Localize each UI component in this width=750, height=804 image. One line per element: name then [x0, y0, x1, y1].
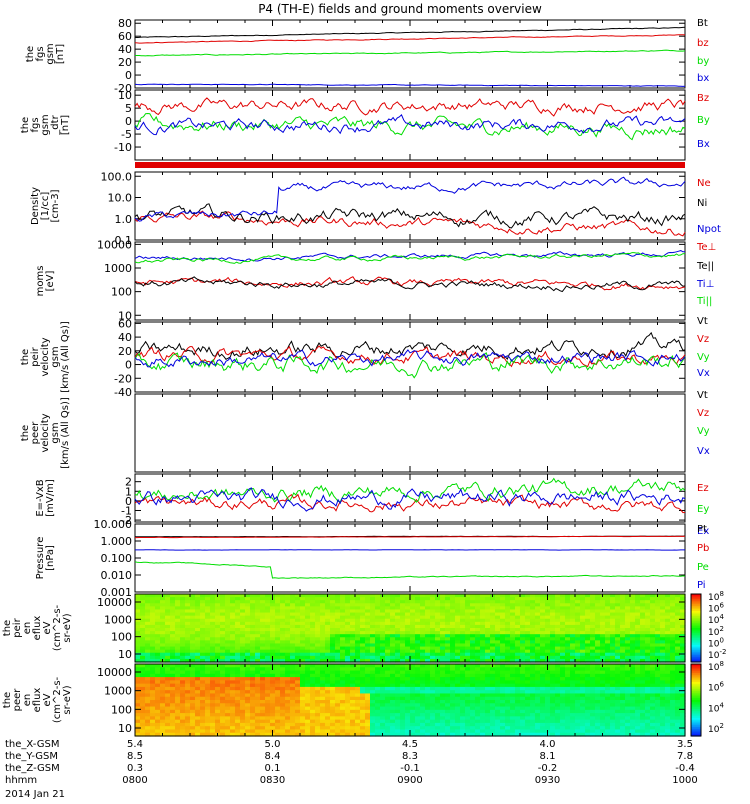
legend-label: Bx — [697, 139, 710, 150]
y-axis-label: thefgsgsm[nT] — [25, 43, 66, 64]
legend-label: Vt — [697, 390, 708, 401]
y-tick-label: -40 — [114, 386, 132, 399]
legend-label: Pt — [697, 524, 707, 535]
series-line-bz — [135, 98, 685, 116]
y-tick-label: 40 — [118, 331, 132, 344]
panel-9: 10810610410210010-210000100010010thepeir… — [2, 590, 726, 663]
legend-label: Vx — [697, 446, 710, 457]
y-tick-label: -20 — [114, 372, 132, 385]
legend-label: Vx — [697, 368, 710, 379]
panel-6: thepeervelocitygsm[km/s (All Qs)] Vt Vz Vy V… — [20, 390, 710, 472]
legend-label: Pb — [697, 543, 709, 554]
series-line-vt — [135, 333, 685, 360]
legend-label: Ni — [697, 198, 707, 209]
legend-label: Pe — [697, 562, 709, 573]
panel-8: 10.0001.0000.1000.0100.001Pressure[nPa]P… — [35, 518, 709, 599]
y-tick-label: 0.100 — [101, 552, 133, 565]
legend-label: Vt — [697, 316, 708, 327]
y-tick-label: 80 — [118, 17, 132, 30]
series-line-te — [135, 277, 685, 290]
legend-label: Vy — [697, 352, 710, 363]
y-tick-label: 60 — [118, 317, 132, 330]
series-line-ex — [135, 488, 685, 511]
y-tick-label: 100 — [111, 631, 132, 644]
y-tick-label: 40 — [118, 43, 132, 56]
y-tick-label: 100.0 — [101, 170, 133, 183]
legend-label: Vy — [697, 426, 710, 437]
legend-label: Bz — [697, 93, 709, 104]
y-tick-label: 1000 — [104, 262, 132, 275]
y-axis-label: thepeirvelocitygsm[km/s (All Qs)] — [20, 321, 71, 393]
legend-label: by — [697, 56, 709, 67]
y-tick-label: 100 — [111, 286, 132, 299]
y-tick-label: 10.000 — [94, 518, 133, 531]
legend-label: Ne — [697, 178, 711, 189]
legend-label: By — [697, 115, 710, 126]
series-line-bx — [135, 115, 685, 135]
legend-label: Te|| — [696, 261, 714, 272]
y-axis-label: Density[1/cc][cm-3] — [30, 187, 61, 225]
panel-frame — [135, 20, 685, 88]
panel-3: 100.010.01.00.1Density[1/cc][cm-3]NeNiNp… — [30, 170, 721, 247]
panel-frame — [135, 172, 685, 240]
y-tick-label: 10000 — [97, 596, 132, 609]
y-tick-label: 0 — [125, 69, 132, 82]
series-line-by — [135, 50, 685, 56]
y-tick-label: 10000 — [97, 238, 132, 251]
series-line-pe — [135, 562, 685, 579]
y-tick-label: 1.000 — [101, 535, 133, 548]
y-tick-label: 20 — [118, 345, 132, 358]
y-tick-label: 1000 — [104, 613, 132, 626]
y-tick-label: 5 — [125, 102, 132, 115]
y-tick-label: 60 — [118, 30, 132, 43]
y-axis-label: E=-VxB[mV/m] — [35, 479, 56, 517]
legend-label: Vz — [697, 408, 709, 419]
legend-label: Vz — [697, 334, 709, 345]
legend-label: bz — [697, 38, 709, 49]
y-axis-label: thefgsgsm_dtr[nT] — [20, 114, 71, 135]
legend-label: Bt — [697, 18, 708, 29]
y-tick-label: -10 — [114, 141, 132, 154]
y-tick-label: 20 — [118, 56, 132, 69]
y-tick-label: 0 — [125, 359, 132, 372]
legend-label: Ti|| — [696, 296, 712, 307]
legend-label: Ez — [697, 483, 709, 494]
y-axis-label: moms[eV] — [35, 266, 56, 297]
panel-10: 10810610410210000100010010thepeereneflux… — [2, 660, 724, 737]
y-axis-label: thepeirenefluxeV(cm^2-s-sr-eV) — [2, 604, 73, 651]
plot-title: P4 (TH-E) fields and ground moments over… — [258, 2, 542, 16]
panel-frame — [135, 394, 685, 472]
y-tick-label: 0 — [125, 115, 132, 128]
y-tick-label: 10 — [118, 89, 132, 102]
legend-label: Ey — [697, 504, 709, 515]
y-tick-label: 10.0 — [108, 192, 133, 205]
y-tick-label: -5 — [121, 128, 132, 141]
panel-frame — [135, 524, 685, 592]
legend-label: Te⊥ — [696, 242, 716, 253]
y-tick-label: 0.010 — [101, 569, 133, 582]
legend-label: Ti⊥ — [696, 279, 714, 290]
legend-label: bx — [697, 73, 709, 84]
legend-label: Npot — [697, 224, 721, 235]
series-line-npot — [135, 177, 685, 221]
y-axis-label: thepeervelocitygsm[km/s (All Qs)] — [20, 397, 71, 469]
y-axis-label: Pressure[nPa] — [35, 537, 56, 580]
y-tick-label: 10 — [118, 648, 132, 661]
y-tick-label: 1.0 — [115, 213, 133, 226]
legend-label: Pi — [697, 580, 706, 591]
